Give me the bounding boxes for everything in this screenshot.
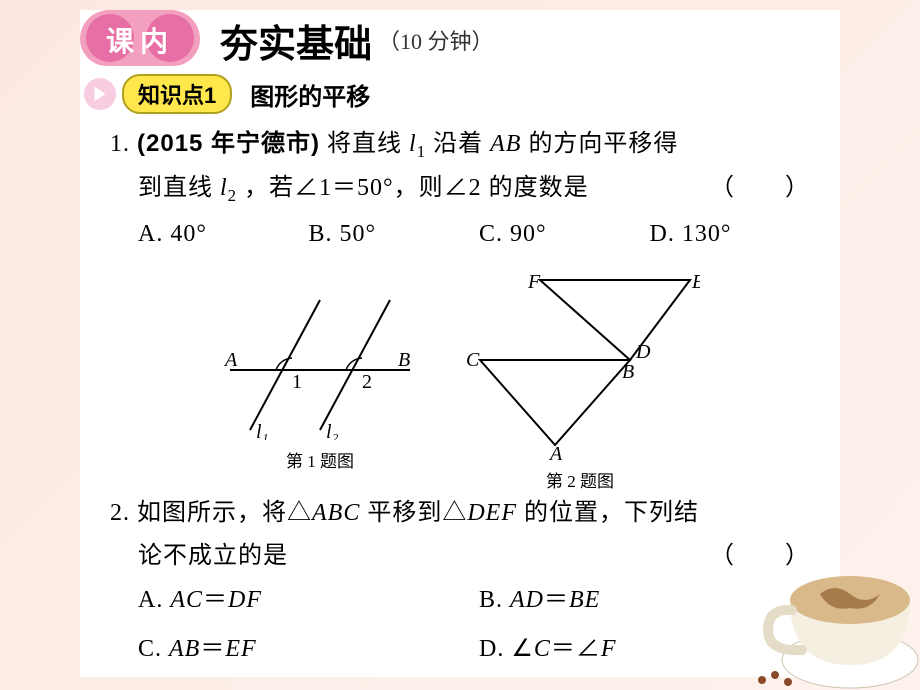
q1-l2: l2 — [220, 175, 237, 201]
q2-line1: 2. 如图所示，将△ABC 平移到△DEF 的位置，下列结 — [110, 492, 820, 535]
figure-1-svg: A B 1 2 l₁ l₂ — [220, 270, 420, 440]
q1-source: (2015 年宁德市) — [137, 130, 320, 157]
knowledge-point-title: 图形的平移 — [250, 77, 370, 112]
svg-text:A: A — [548, 443, 563, 460]
q1-opt-d: D. 130° — [650, 213, 821, 256]
q2-text-a: 如图所示，将△ — [137, 500, 312, 526]
svg-text:D: D — [635, 341, 651, 363]
svg-text:A: A — [223, 349, 238, 371]
figures-row: A B 1 2 l₁ l₂ 第 1 题图 — [80, 270, 840, 492]
q2-opt-a: A. AC＝DF — [138, 579, 479, 622]
figure-1-caption: 第 1 题图 — [220, 447, 420, 472]
figure-1: A B 1 2 l₁ l₂ 第 1 题图 — [220, 270, 420, 492]
q1-paren: （ ） — [710, 167, 810, 210]
svg-text:1: 1 — [292, 371, 302, 393]
section-badge: 课内 — [80, 10, 210, 70]
knowledge-point-row: 知识点1 图形的平移 — [80, 72, 840, 116]
q2-num: 2. — [110, 500, 130, 526]
q1-opt-c: C. 90° — [479, 213, 650, 256]
svg-text:F: F — [527, 271, 541, 293]
svg-text:l₁: l₁ — [256, 421, 269, 440]
figure-2-caption: 第 2 题图 — [460, 467, 700, 492]
svg-text:B: B — [622, 361, 634, 383]
svg-text:B: B — [398, 349, 410, 371]
figure-2-svg: C B D A F E — [460, 270, 700, 460]
q1-opt-b: B. 50° — [309, 213, 480, 256]
q1-opt-a: A. 40° — [138, 213, 309, 256]
q1-line2: 到直线 l2 ，若∠1＝50°，则∠2 的度数是 （ ） — [110, 167, 820, 211]
q1-options: A. 40° B. 50° C. 90° D. 130° — [110, 213, 820, 256]
q2-text-c: 的位置，下列结 — [517, 500, 699, 526]
header-row: 课内 夯实基础 （10 分钟） — [80, 10, 840, 70]
q1-text-c: 的方向平移得 — [528, 131, 678, 157]
q2-text-b: 平移到△ — [360, 500, 467, 526]
q1-l1: l1 — [409, 131, 426, 157]
figure-2: C B D A F E 第 2 题图 — [460, 270, 700, 492]
q1-line2b: ，若∠1＝50°，则∠2 的度数是 — [244, 175, 589, 201]
svg-text:C: C — [466, 349, 480, 371]
svg-text:2: 2 — [362, 371, 372, 393]
question-1: 1. (2015 年宁德市) 将直线 l1 沿着 AB 的方向平移得 到直线 l… — [80, 116, 840, 262]
q2-def: DEF — [467, 500, 517, 526]
svg-text:E: E — [691, 271, 700, 293]
q1-line1: 1. (2015 年宁德市) 将直线 l1 沿着 AB 的方向平移得 — [110, 122, 820, 167]
q1-line2a: 到直线 — [138, 175, 220, 201]
q2-opt-c: C. AB＝EF — [138, 628, 479, 671]
coffee-cup-decoration — [720, 490, 920, 690]
q1-AB: AB — [490, 131, 521, 157]
q2-options: A. AC＝DF B. AD＝BE C. AB＝EF D. ∠C＝∠F — [110, 579, 820, 671]
section-time: （10 分钟） — [378, 24, 494, 56]
q1-num: 1. — [110, 131, 130, 157]
q1-text-b: 沿着 — [433, 131, 490, 157]
q2-line2: 论不成立的是 （ ） — [110, 535, 820, 578]
q1-text-a: 将直线 — [327, 131, 409, 157]
svg-text:l₂: l₂ — [326, 421, 339, 440]
knowledge-point-pill: 知识点1 — [122, 74, 232, 114]
badge-text: 课内 — [80, 20, 200, 60]
section-title: 夯实基础 — [220, 13, 372, 68]
arrow-icon — [84, 78, 116, 110]
q2-abc: ABC — [312, 500, 360, 526]
